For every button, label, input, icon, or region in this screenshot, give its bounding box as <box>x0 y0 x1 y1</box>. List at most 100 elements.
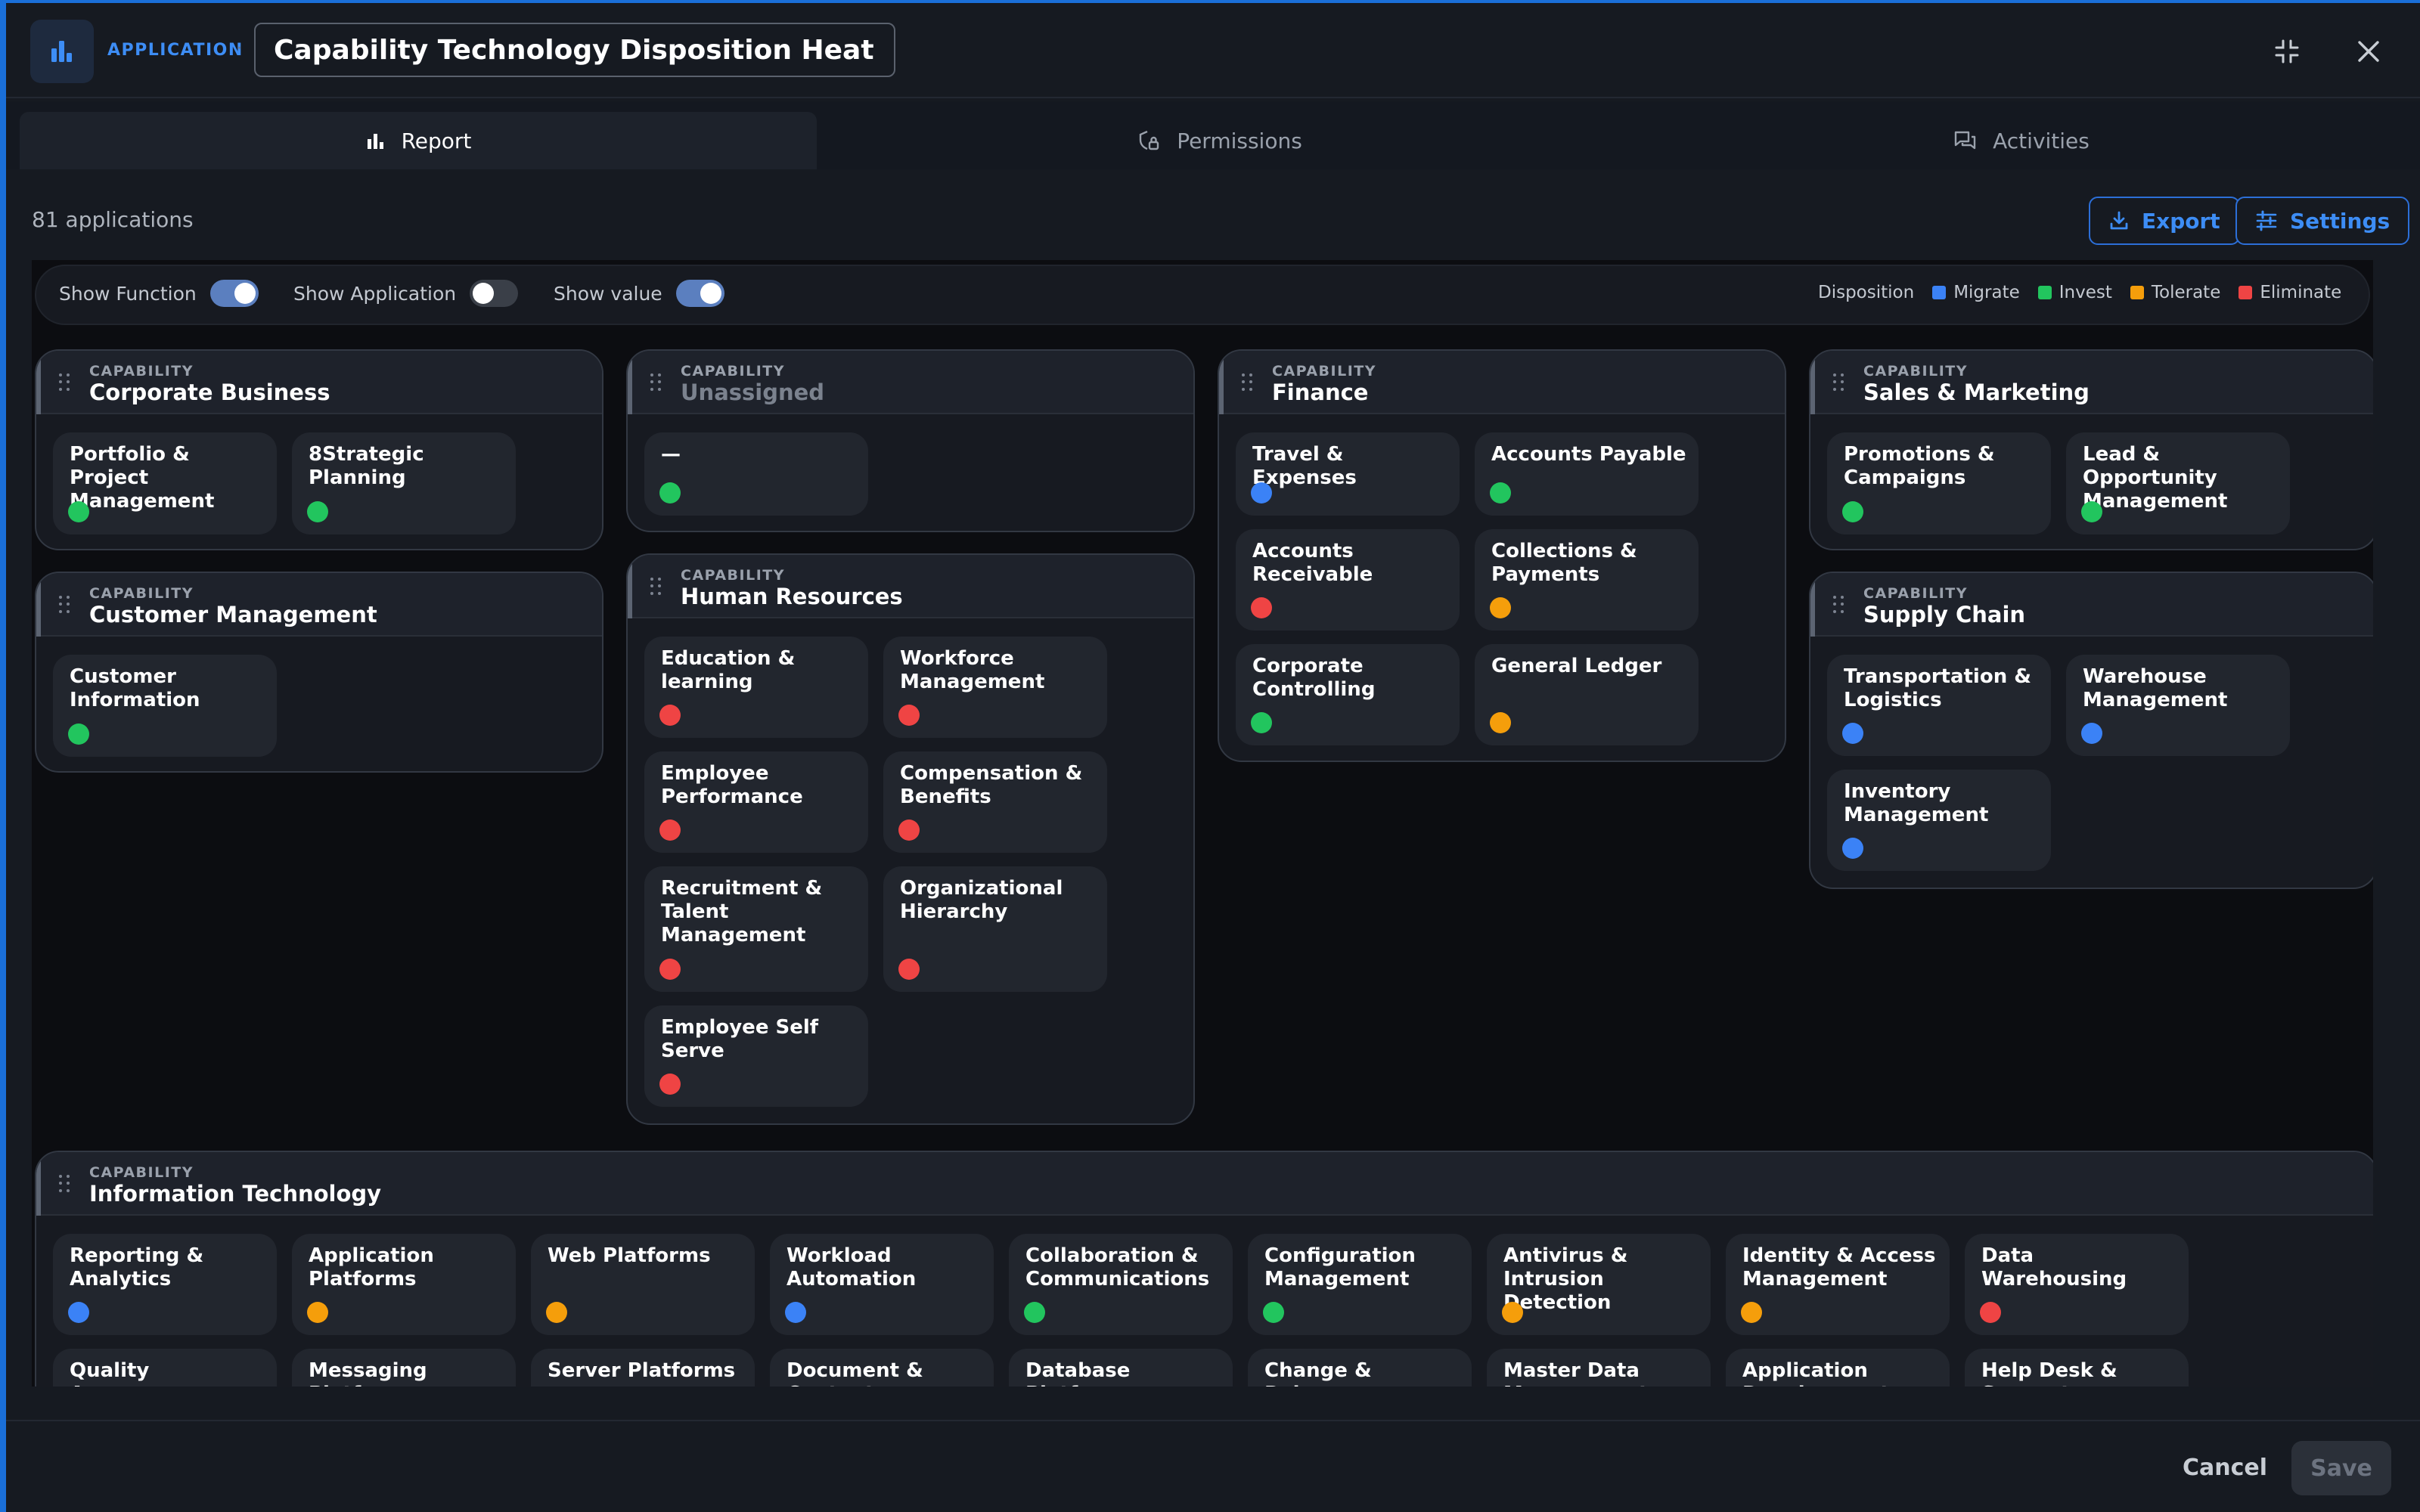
disposition-dot-invest <box>1263 1302 1284 1323</box>
drag-handle-icon[interactable] <box>650 373 661 392</box>
capability-kicker: CAPABILITY <box>1272 363 1376 380</box>
capability-tile[interactable]: Accounts Receivable <box>1236 529 1460 631</box>
capability-tile[interactable]: Collaboration & Communications <box>1009 1234 1233 1335</box>
capability-tile[interactable]: — <box>644 432 868 516</box>
show-value-toggle-group: Show value <box>554 280 724 307</box>
show-value-label: Show value <box>554 282 662 305</box>
capability-tile[interactable]: Portfolio & Project Management <box>53 432 277 534</box>
capability-tile-label: Customer Information <box>70 665 200 711</box>
capability-kicker: CAPABILITY <box>681 363 785 380</box>
show-value-toggle[interactable] <box>675 280 724 307</box>
disposition-dot-invest <box>2081 501 2102 522</box>
capability-card-unassigned[interactable]: CAPABILITY Unassigned — <box>626 349 1195 532</box>
capability-tile[interactable]: Workload Automation <box>770 1234 994 1335</box>
report-title-input[interactable] <box>254 23 895 77</box>
capability-tile[interactable]: Employee Self Serve <box>644 1005 868 1107</box>
capability-tile[interactable]: Server Platforms <box>531 1349 755 1387</box>
shield-lock-icon <box>1139 130 1159 150</box>
close-icon[interactable] <box>2349 32 2388 71</box>
dialog-header: APPLICATION · <box>6 3 2420 98</box>
capability-card-supply-chain[interactable]: CAPABILITY Supply Chain Transportation & … <box>1809 572 2373 889</box>
capability-card-information-technology[interactable]: CAPABILITY Information Technology Reporti… <box>35 1151 2373 1387</box>
capability-tile[interactable]: Help Desk & Support <box>1965 1349 2189 1387</box>
capability-tile[interactable]: Quality Assurance <box>53 1349 277 1387</box>
capability-tile[interactable]: 8Strategic Planning <box>292 432 516 534</box>
capability-tile-label: Workload Automation <box>786 1244 917 1290</box>
capability-card-customer-management[interactable]: CAPABILITY Customer Management Customer I… <box>35 572 603 773</box>
disposition-dot-eliminate <box>659 959 681 980</box>
capability-tile[interactable]: Configuration Management <box>1248 1234 1472 1335</box>
legend-item-tolerate: Tolerate <box>2130 283 2220 302</box>
capability-tile[interactable]: Recruitment & Talent Management <box>644 866 868 992</box>
capability-tile[interactable]: Data Warehousing <box>1965 1234 2189 1335</box>
capability-tile[interactable]: Application Platforms <box>292 1234 516 1335</box>
capability-tile[interactable]: Web Platforms <box>531 1234 755 1335</box>
capability-tile[interactable]: Corporate Controlling <box>1236 644 1460 745</box>
capability-tile[interactable]: Messaging Platforms <box>292 1349 516 1387</box>
capability-tile[interactable]: Lead & Opportunity Management <box>2066 432 2290 534</box>
capability-tile[interactable]: Identity & Access Management <box>1726 1234 1950 1335</box>
drag-handle-icon[interactable] <box>59 1175 70 1193</box>
disposition-dot-tolerate <box>307 1302 328 1323</box>
capability-card-finance[interactable]: CAPABILITY Finance Travel & Expenses Accou… <box>1218 349 1786 762</box>
disposition-dot-invest <box>1024 1302 1045 1323</box>
disposition-dot-invest <box>1251 712 1272 733</box>
disposition-dot-migrate <box>2081 723 2102 744</box>
capability-card-corporate-business[interactable]: CAPABILITY Corporate Business Portfolio &… <box>35 349 603 550</box>
capability-tile[interactable]: Compensation & Benefits <box>883 751 1107 853</box>
export-button[interactable]: Export <box>2089 197 2240 245</box>
bar-chart-icon <box>367 134 383 149</box>
show-application-label: Show Application <box>293 282 457 305</box>
capability-tile-label: Web Platforms <box>548 1244 711 1267</box>
disposition-dot-eliminate <box>659 820 681 841</box>
capability-tile[interactable]: General Ledger <box>1475 644 1699 745</box>
legend-item-migrate: Migrate <box>1932 283 2020 302</box>
capability-title: Supply Chain <box>1863 602 2026 627</box>
capability-tile[interactable]: Document & Content <box>770 1349 994 1387</box>
capability-tile[interactable]: Travel & Expenses <box>1236 432 1460 516</box>
heatmap-canvas: Show Function Show Application Show valu… <box>32 260 2373 1387</box>
capability-tile[interactable]: Accounts Payable <box>1475 432 1699 516</box>
capability-tile[interactable]: Collections & Payments <box>1475 529 1699 631</box>
capability-tile[interactable]: Organizational Hierarchy <box>883 866 1107 992</box>
capability-tile[interactable]: Workforce Management <box>883 637 1107 738</box>
capability-tile[interactable]: Change & Release Management <box>1248 1349 1472 1387</box>
tab-report[interactable]: Report <box>20 112 817 169</box>
capability-tile[interactable]: Warehouse Management <box>2066 655 2290 756</box>
disposition-dot-eliminate <box>1251 597 1272 618</box>
drag-handle-icon[interactable] <box>1833 596 1844 614</box>
tab-activities-label: Activities <box>1993 128 2090 153</box>
capability-tile-label: Accounts Payable <box>1491 443 1686 466</box>
tab-activities[interactable]: Activities <box>1624 112 2418 169</box>
capability-card-human-resources[interactable]: CAPABILITY Human Resources Education & le… <box>626 553 1195 1125</box>
disposition-dot-invest <box>659 482 681 503</box>
settings-button[interactable]: Settings <box>2235 197 2410 245</box>
show-application-toggle[interactable] <box>470 280 519 307</box>
capability-tile-label: Reporting & Analytics <box>70 1244 204 1290</box>
drag-handle-icon[interactable] <box>59 373 70 392</box>
capability-tile[interactable]: Antivirus & Intrusion Detection <box>1487 1234 1711 1335</box>
cancel-button[interactable]: Cancel <box>2183 1455 2268 1481</box>
show-function-toggle[interactable] <box>209 280 259 307</box>
capability-tile[interactable]: Application Development <box>1726 1349 1950 1387</box>
drag-handle-icon[interactable] <box>59 596 70 614</box>
capability-tile[interactable]: Reporting & Analytics <box>53 1234 277 1335</box>
drag-handle-icon[interactable] <box>1242 373 1252 392</box>
capability-tile[interactable]: Promotions & Campaigns <box>1827 432 2051 534</box>
capability-tile[interactable]: Database Platforms <box>1009 1349 1233 1387</box>
capability-tile[interactable]: Employee Performance <box>644 751 868 853</box>
breadcrumb[interactable]: APPLICATION <box>107 41 244 60</box>
collapse-icon[interactable] <box>2267 32 2307 71</box>
capability-tile[interactable]: Inventory Management <box>1827 770 2051 871</box>
save-button[interactable]: Save <box>2291 1441 2391 1495</box>
capability-tile[interactable]: Customer Information <box>53 655 277 757</box>
drag-handle-icon[interactable] <box>1833 373 1844 392</box>
capability-tile[interactable]: Education & learning <box>644 637 868 738</box>
drag-handle-icon[interactable] <box>650 578 661 596</box>
capability-tile[interactable]: Master Data Management <box>1487 1349 1711 1387</box>
disposition-dot-eliminate <box>659 705 681 726</box>
capability-card-sales-marketing[interactable]: CAPABILITY Sales & Marketing Promotions &… <box>1809 349 2373 550</box>
capability-tile-label: Inventory Management <box>1844 780 1989 826</box>
tab-permissions[interactable]: Permissions <box>823 112 1617 169</box>
capability-tile[interactable]: Transportation & Logistics <box>1827 655 2051 756</box>
